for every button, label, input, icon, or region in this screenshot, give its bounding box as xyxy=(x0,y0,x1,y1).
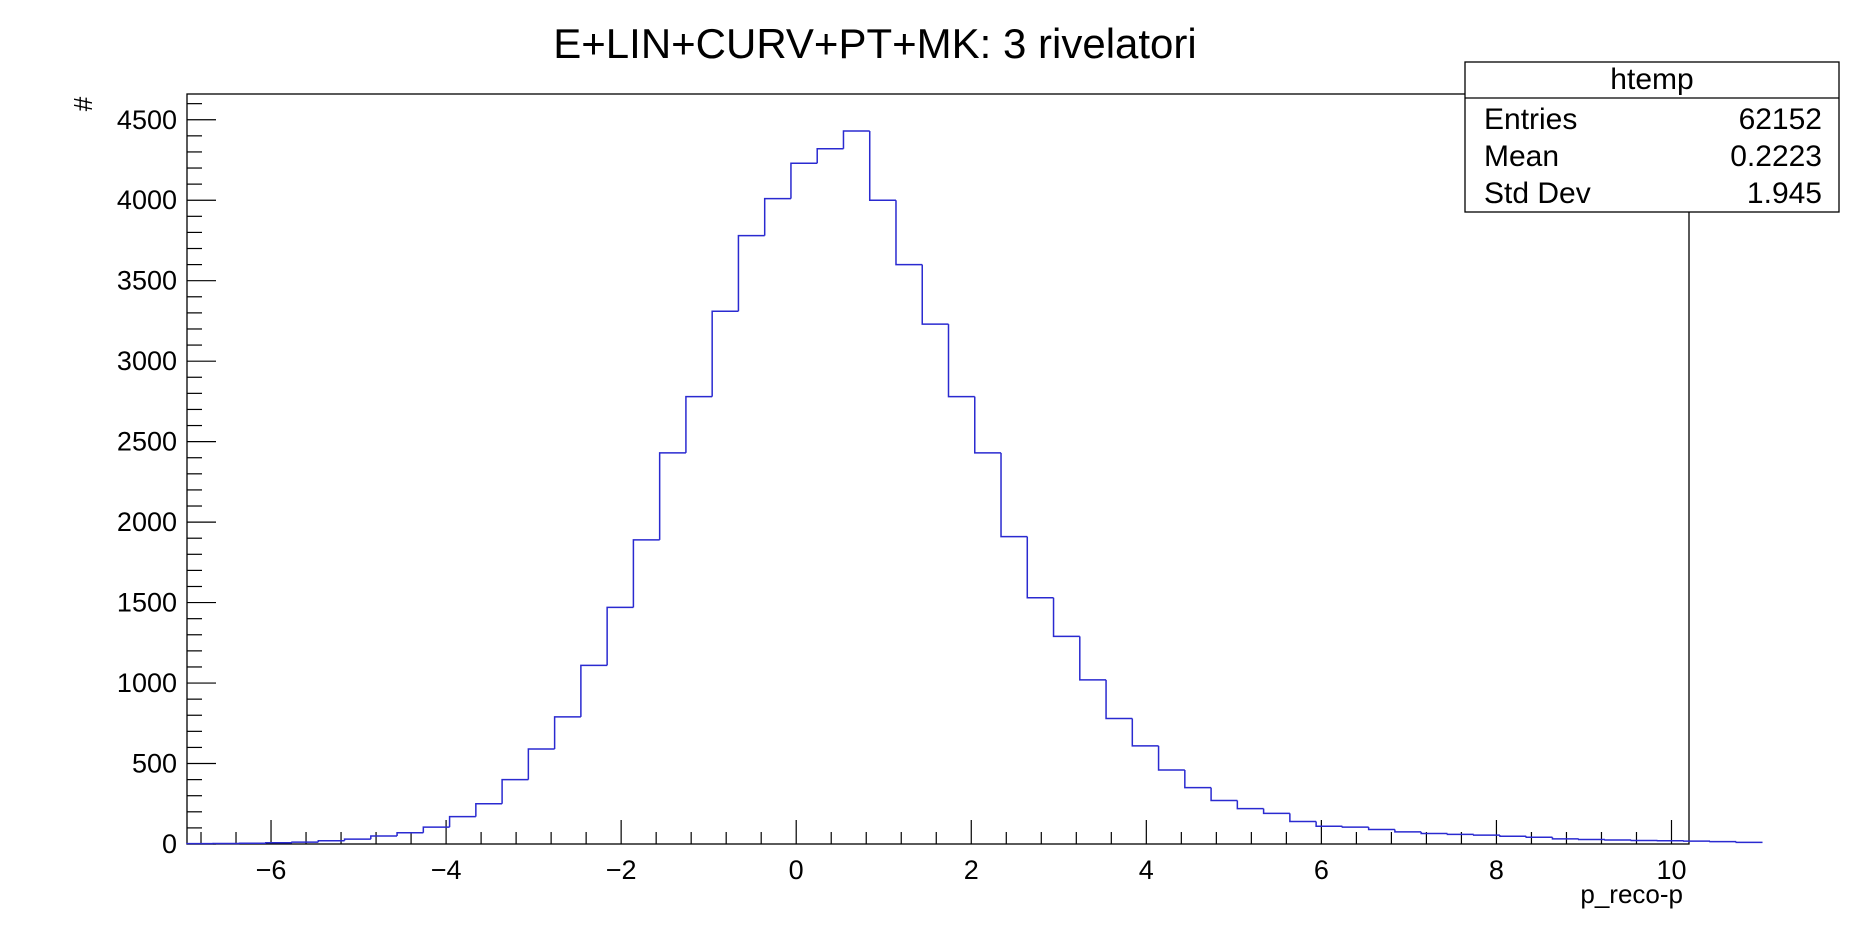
histogram-bin xyxy=(1026,536,1054,599)
stats-box: htemp Entries 62152 Mean 0.2223 Std Dev … xyxy=(1464,61,1840,213)
histogram-bin xyxy=(291,841,319,843)
stats-value-stddev: 1.945 xyxy=(1747,177,1822,210)
stats-value-entries: 62152 xyxy=(1739,103,1822,136)
histogram-bin xyxy=(1446,833,1474,836)
histogram-bin xyxy=(606,606,634,666)
histogram-bin xyxy=(1420,831,1448,835)
x-tick-label: 2 xyxy=(964,855,979,885)
histogram-bin xyxy=(1105,679,1133,720)
histogram-bin xyxy=(842,130,870,149)
histogram-bin xyxy=(527,748,555,780)
x-tick-label: −2 xyxy=(606,855,637,885)
histogram-bin xyxy=(868,131,896,201)
histogram-bin xyxy=(1341,826,1369,828)
histogram-bin xyxy=(1289,813,1317,823)
histogram-bin xyxy=(1131,718,1159,747)
x-tick-label: 8 xyxy=(1489,855,1504,885)
histogram-bin xyxy=(1000,452,1028,538)
histogram-series xyxy=(186,130,1763,845)
histogram-bin xyxy=(1367,827,1395,831)
histogram-bin xyxy=(1499,835,1527,838)
y-tick-label: 2000 xyxy=(117,507,177,537)
histogram-bin xyxy=(1472,834,1500,836)
x-tick-label: 6 xyxy=(1314,855,1329,885)
histogram-bin xyxy=(370,835,398,840)
histogram-bin xyxy=(658,452,686,540)
histogram-bin xyxy=(553,716,581,750)
stats-label-stddev: Std Dev xyxy=(1484,177,1591,210)
x-axis-label: p_reco-p xyxy=(1580,879,1683,909)
y-tick-label: 1500 xyxy=(117,588,177,618)
stats-label-mean: Mean xyxy=(1484,140,1559,173)
x-tick-label: 10 xyxy=(1656,855,1686,885)
histogram-bin xyxy=(1262,808,1290,815)
histogram-bin xyxy=(921,264,949,325)
histogram-bin xyxy=(1525,836,1553,838)
histogram-bin xyxy=(895,200,923,266)
histogram-bin xyxy=(1394,829,1422,833)
histogram-bin xyxy=(1735,841,1763,844)
histogram-bin xyxy=(632,539,660,608)
histogram-bin xyxy=(974,396,1002,454)
histogram-bin xyxy=(396,831,424,836)
stats-value-mean: 0.2223 xyxy=(1730,140,1822,173)
histogram-bin xyxy=(790,162,818,199)
histogram-bin xyxy=(1157,745,1185,771)
stats-box-title: htemp xyxy=(1610,63,1693,96)
y-tick-label: 0 xyxy=(162,829,177,859)
histogram-bin xyxy=(763,197,791,236)
chart-title: E+LIN+CURV+PT+MK: 3 rivelatori xyxy=(553,20,1196,67)
x-tick-label: 0 xyxy=(789,855,804,885)
histogram-bin xyxy=(1052,597,1080,638)
histogram-bin xyxy=(737,234,765,312)
histogram-bin xyxy=(1551,837,1579,840)
x-tick-label: −6 xyxy=(256,855,287,885)
histogram-bin xyxy=(1079,636,1107,681)
y-axis: 0 500 1000 1500 2000 2500 3000 3500 4000 4500 xyxy=(117,103,216,859)
histogram-bin xyxy=(947,324,975,398)
histogram-bin xyxy=(501,778,529,804)
histogram-bin xyxy=(711,310,739,397)
histogram-bin xyxy=(343,838,371,841)
histogram-bin xyxy=(317,840,345,843)
histogram-bin xyxy=(1577,838,1605,841)
histogram-bin xyxy=(580,664,608,717)
x-axis: −6 −4 −2 0 2 4 6 8 10 xyxy=(200,820,1687,885)
histogram-bin xyxy=(475,803,503,817)
histogram-bin xyxy=(1184,769,1212,789)
y-tick-label: 4500 xyxy=(117,105,177,135)
y-axis-label: # xyxy=(68,96,98,111)
y-tick-label: 3500 xyxy=(117,266,177,296)
stats-label-entries: Entries xyxy=(1484,103,1577,136)
histogram-bin xyxy=(422,826,450,833)
plot-frame xyxy=(186,93,1690,845)
histogram-bin xyxy=(1236,800,1264,810)
x-tick-label: −4 xyxy=(431,855,462,885)
histogram-bin xyxy=(1315,821,1343,828)
stats-box-frame xyxy=(1464,61,1840,213)
y-tick-label: 3000 xyxy=(117,346,177,376)
y-tick-label: 2500 xyxy=(117,427,177,457)
x-tick-label: 4 xyxy=(1139,855,1154,885)
histogram-bin xyxy=(448,815,476,828)
y-tick-label: 500 xyxy=(132,749,177,779)
histogram-bin xyxy=(1210,787,1238,802)
y-tick-label: 4000 xyxy=(117,185,177,215)
y-tick-label: 1000 xyxy=(117,668,177,698)
histogram-bin xyxy=(816,147,844,164)
histogram-bin xyxy=(685,395,713,453)
